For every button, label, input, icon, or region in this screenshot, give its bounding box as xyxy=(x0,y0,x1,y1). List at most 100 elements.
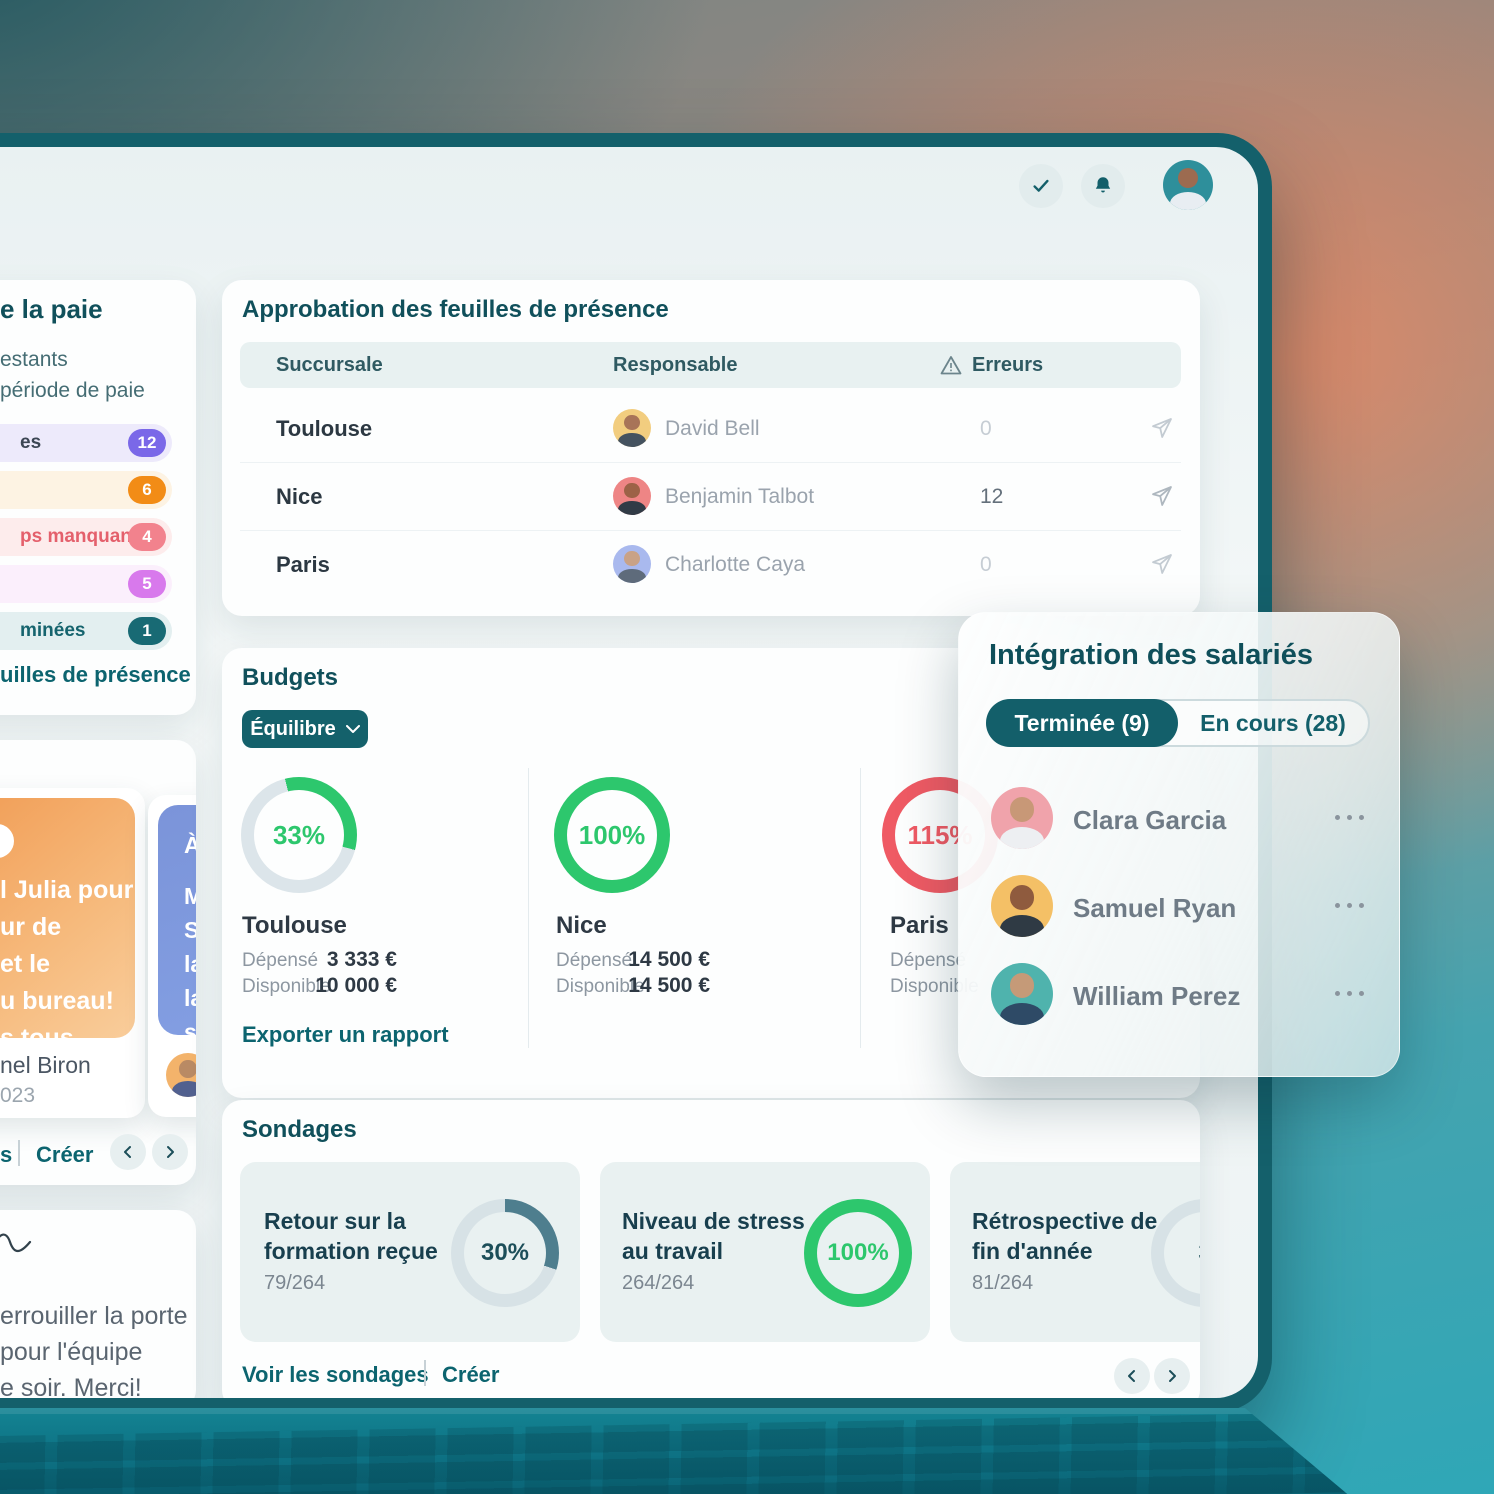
export-report-link[interactable]: Exporter un rapport xyxy=(242,1022,449,1047)
notifications-button[interactable] xyxy=(1081,164,1125,208)
create-kudos-link[interactable]: Créer xyxy=(36,1142,94,1167)
manager-name: David Bell xyxy=(665,417,760,440)
manager-avatar xyxy=(613,545,651,583)
table-row[interactable]: Paris Charlotte Caya 0 xyxy=(240,530,1181,598)
send-icon[interactable] xyxy=(1150,416,1174,440)
branch-name: Paris xyxy=(276,552,330,577)
surveys-next-button[interactable] xyxy=(1154,1358,1190,1394)
send-icon[interactable] xyxy=(1150,552,1174,576)
kudos-note-text: Me Sa la la se xyxy=(184,879,196,1049)
note-line: s tous.... xyxy=(0,1024,102,1038)
note-to-label: À : xyxy=(184,832,196,858)
available-value: 10 000 € xyxy=(315,974,397,997)
payroll-subtitle: estants période de paie xyxy=(0,344,145,406)
column-errors: Erreurs xyxy=(972,354,1044,376)
kudos-note-text: l Julia pour ur de et le u bureau! s tou… xyxy=(0,872,133,1038)
spent-value: 3 333 € xyxy=(326,948,397,971)
row-divider xyxy=(240,530,1181,531)
survey-card-2[interactable]: Niveau de stress au travail 264/264 100% xyxy=(600,1162,930,1342)
note-line: pour l'équipe xyxy=(0,1338,143,1366)
more-options-icon[interactable] xyxy=(1335,815,1369,821)
note-author-avatar xyxy=(166,1053,196,1097)
chevron-left-icon xyxy=(124,1146,131,1158)
budgets-title: Budgets xyxy=(242,664,338,691)
note-line: errouiller la porte xyxy=(0,1302,188,1330)
surveys-title: Sondages xyxy=(242,1116,357,1143)
available-value: 14 500 € xyxy=(628,974,710,997)
send-icon[interactable] xyxy=(1150,484,1174,508)
more-options-icon[interactable] xyxy=(1335,903,1369,909)
chevron-down-icon xyxy=(345,724,360,733)
survey-title: Rétrospective de fin d'année xyxy=(972,1206,1157,1266)
note-line: ur de xyxy=(0,913,62,941)
survey-title-line: formation reçue xyxy=(264,1238,438,1264)
survey-card-1[interactable]: Retour sur la formation reçue 79/264 30% xyxy=(240,1162,580,1342)
more-options-icon[interactable] xyxy=(1335,991,1369,997)
onboarding-overlay-card: Intégration des salariés Terminée (9) En… xyxy=(958,612,1400,1077)
column-manager: Responsable xyxy=(613,354,738,376)
kudos-card-blue[interactable]: À : Me Sa la la se xyxy=(148,795,196,1117)
payroll-item-row[interactable]: minées 1 xyxy=(0,612,172,650)
errors-value: 0 xyxy=(980,553,992,576)
footer-divider xyxy=(18,1140,20,1166)
note-line: l Julia pour xyxy=(0,876,134,904)
warning-icon xyxy=(940,356,962,375)
survey-title: Retour sur la formation reçue xyxy=(264,1206,438,1266)
check-icon xyxy=(1033,179,1049,192)
tab-completed[interactable]: Terminée (9) xyxy=(986,699,1178,747)
note-line: la xyxy=(184,951,196,977)
count-badge: 5 xyxy=(128,570,166,598)
kudos-prev-button[interactable] xyxy=(110,1134,146,1170)
survey-card-3[interactable]: Rétrospective de fin d'année 81/264 3 xyxy=(950,1162,1200,1342)
payroll-item-row[interactable]: es 12 xyxy=(0,424,172,462)
available-label: Disponible xyxy=(556,976,645,997)
kudos-next-button[interactable] xyxy=(152,1134,188,1170)
budget-branch-name: Nice xyxy=(556,912,607,939)
footer-divider xyxy=(424,1360,426,1386)
kudos-card-orange[interactable]: l Julia pour ur de et le u bureau! s tou… xyxy=(0,788,145,1118)
payroll-item-row[interactable]: 6 xyxy=(0,471,172,509)
approve-all-button[interactable] xyxy=(1019,164,1063,208)
bell-icon xyxy=(1095,177,1111,193)
budget-branch-name: Paris xyxy=(890,912,949,939)
view-kudos-link[interactable]: s xyxy=(0,1142,13,1167)
approve-timesheets-link[interactable]: uilles de présence xyxy=(0,662,191,687)
donut-percent: 100% xyxy=(827,1239,889,1266)
payroll-item-row[interactable]: ps manquantes 4 xyxy=(0,518,172,556)
count-badge: 4 xyxy=(128,523,166,551)
payroll-subtitle-line2: période de paie xyxy=(0,379,145,402)
survey-donut: 3 xyxy=(1151,1199,1200,1307)
payroll-item-row[interactable]: 5 xyxy=(0,565,172,603)
manager-name: Benjamin Talbot xyxy=(665,485,815,508)
spent-value: 14 500 € xyxy=(628,948,710,971)
person-avatar xyxy=(991,875,1053,937)
survey-title-line: Rétrospective de xyxy=(972,1208,1158,1234)
donut-percent: 30% xyxy=(480,1239,530,1266)
column-divider xyxy=(860,768,861,1048)
table-row[interactable]: Toulouse David Bell 0 xyxy=(240,394,1181,462)
survey-donut: 30% xyxy=(451,1199,559,1307)
surveys-prev-button[interactable] xyxy=(1114,1358,1150,1394)
kudos-panel: l Julia pour ur de et le u bureau! s tou… xyxy=(0,740,196,1185)
table-header: Succursale Responsable Erreurs xyxy=(240,342,1181,388)
note-line: Sa xyxy=(184,917,196,943)
laptop-keyboard xyxy=(0,1408,1352,1494)
manager-avatar xyxy=(613,409,651,447)
view-surveys-link[interactable]: Voir les sondages xyxy=(242,1362,429,1387)
budget-donut-nice: 100% xyxy=(554,777,670,893)
user-avatar[interactable] xyxy=(1163,160,1213,210)
budget-branch-name: Toulouse xyxy=(242,912,347,939)
manager-avatar xyxy=(613,477,651,515)
filter-label: Équilibre xyxy=(250,717,336,740)
chevron-right-icon xyxy=(167,1146,174,1158)
note-line: la xyxy=(184,985,196,1011)
table-row[interactable]: Nice Benjamin Talbot 12 xyxy=(240,462,1181,530)
survey-title-line: au travail xyxy=(622,1238,723,1264)
timesheet-card-title: Approbation des feuilles de présence xyxy=(242,296,669,323)
tab-in-progress[interactable]: En cours (28) xyxy=(1200,709,1346,736)
create-survey-link[interactable]: Créer xyxy=(442,1362,500,1387)
budget-filter-dropdown[interactable]: Équilibre xyxy=(242,710,368,748)
survey-count: 79/264 xyxy=(264,1272,326,1294)
note-emoji-chip xyxy=(0,824,14,858)
keyboard-keys xyxy=(0,1411,1352,1494)
